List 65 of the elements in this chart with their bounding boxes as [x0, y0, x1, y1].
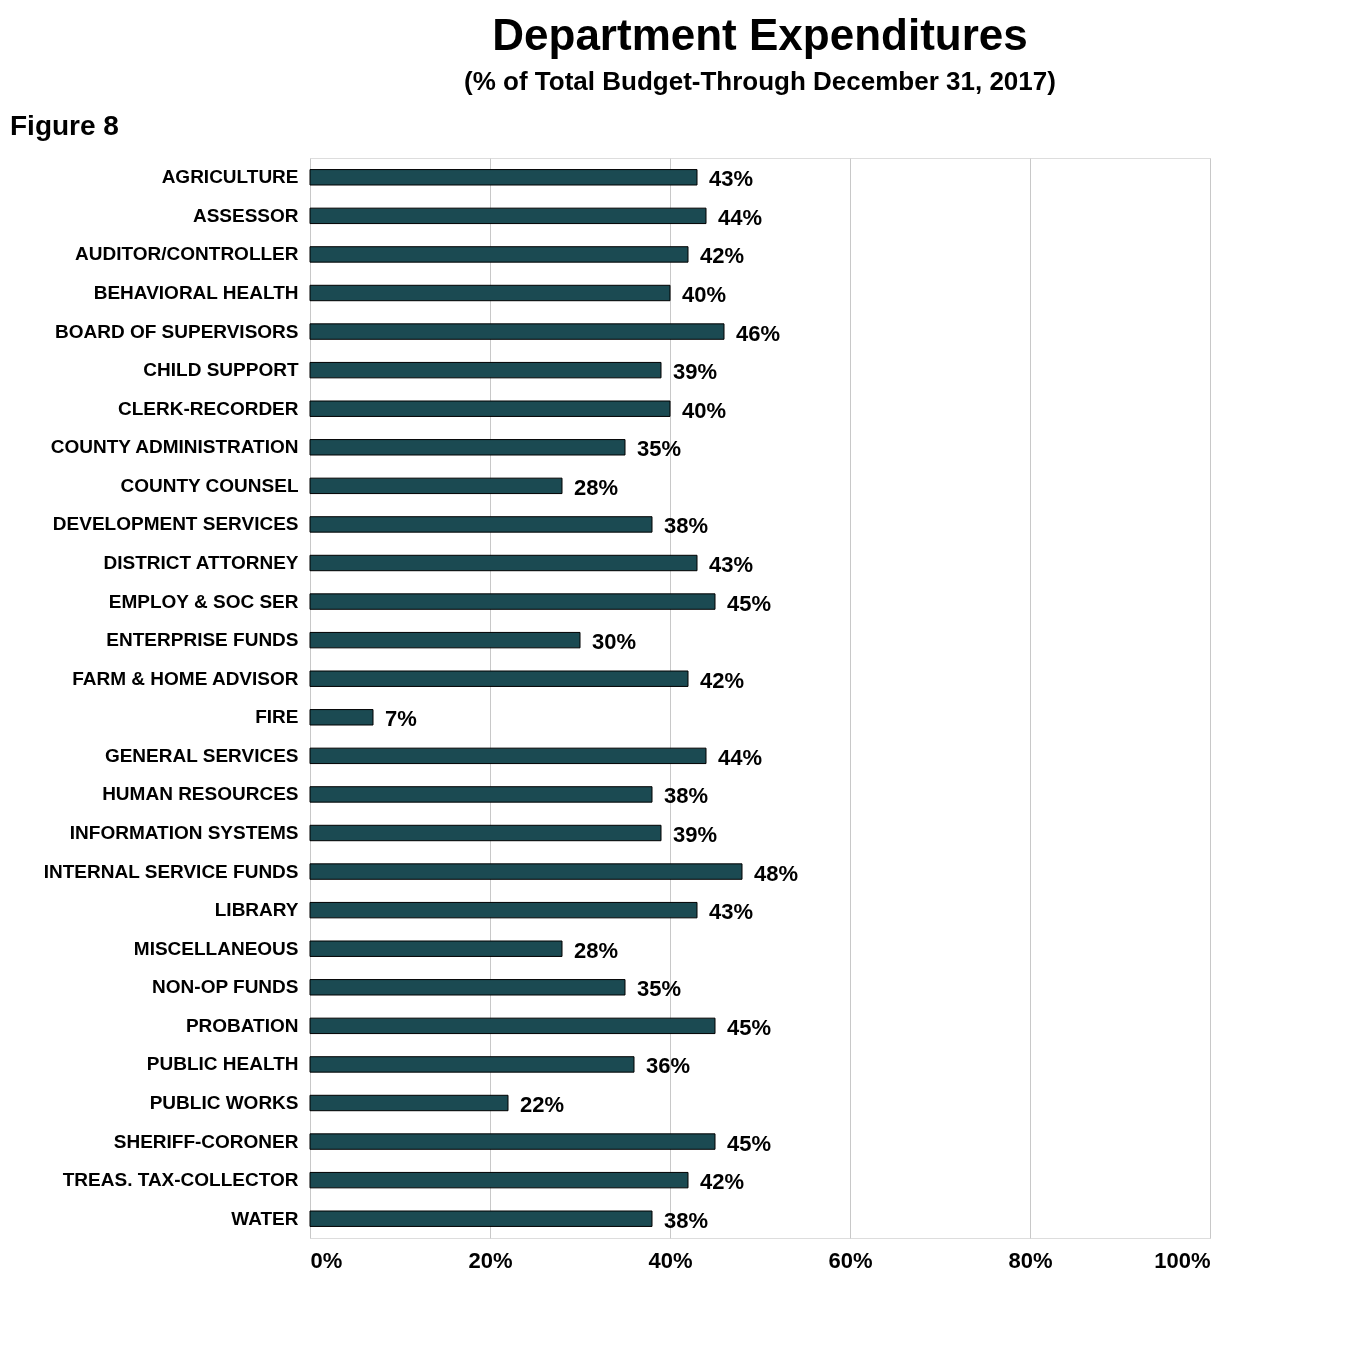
y-tick-label: COUNTY ADMINISTRATION: [50, 436, 299, 458]
data-label: 43%: [709, 899, 754, 925]
y-tick-label: FIRE: [255, 706, 299, 728]
y-tick-label: DISTRICT ATTORNEY: [103, 552, 299, 573]
y-tick-label: EMPLOY & SOC SER: [108, 590, 299, 612]
y-tick-label: CHILD SUPPORT: [143, 359, 299, 381]
caption: Figure 8: [10, 110, 119, 141]
x-tick-label: 20%: [468, 1247, 513, 1273]
y-tick-label: COUNTY COUNSEL: [120, 474, 299, 496]
x-tick-label: 0%: [310, 1247, 343, 1273]
data-label: 28%: [574, 937, 619, 963]
y-tick-label: GENERAL SERVICES: [104, 744, 299, 766]
y-tick-label: FARM & HOME ADVISOR: [72, 667, 299, 689]
x-tick-label: 40%: [648, 1247, 693, 1273]
data-label: 40%: [682, 282, 727, 307]
data-label: 36%: [646, 1053, 691, 1079]
data-label: 42%: [700, 667, 745, 693]
x-tick-label: 60%: [828, 1247, 873, 1273]
data-label: 46%: [736, 320, 781, 346]
y-tick-label: AUDITOR/CONTROLLER: [75, 243, 299, 265]
data-label: 38%: [664, 513, 709, 539]
data-label: 42%: [700, 1169, 745, 1195]
data-label: 39%: [673, 359, 718, 385]
data-label: 7%: [385, 706, 417, 732]
data-label: 48%: [754, 860, 799, 886]
chart-subtitle: (% of Total Budget-Through December 31, 2017): [464, 66, 1056, 96]
data-label: 35%: [637, 976, 682, 1002]
y-tick-label: PROBATION: [185, 1014, 299, 1036]
data-label: 22%: [520, 1092, 565, 1117]
data-label: 38%: [664, 783, 709, 809]
data-label: 44%: [718, 204, 763, 230]
x-tick-label: 80%: [1008, 1247, 1053, 1273]
x-tick-label: 100%: [1154, 1247, 1211, 1273]
y-tick-label: ENTERPRISE FUNDS: [106, 629, 299, 651]
y-tick-label: BEHAVIORAL HEALTH: [93, 282, 299, 303]
data-label: 43%: [709, 166, 754, 192]
data-label: 30%: [592, 629, 637, 655]
data-label: 45%: [727, 1130, 772, 1156]
y-tick-label: ASSESSOR: [192, 204, 299, 226]
data-label: 35%: [637, 436, 682, 462]
data-label: 28%: [574, 474, 619, 500]
data-label: 38%: [664, 1207, 709, 1233]
y-tick-label: TREAS. TAX-COLLECTOR: [62, 1169, 299, 1191]
y-tick-label: WATER: [231, 1207, 299, 1229]
data-label: 45%: [727, 590, 772, 616]
y-tick-label: INFORMATION SYSTEMS: [69, 822, 299, 843]
y-tick-label: MISCELLANEOUS: [133, 937, 299, 959]
y-tick-label: NON-OP FUNDS: [152, 976, 299, 998]
data-label: 40%: [682, 397, 727, 423]
y-tick-label: LIBRARY: [214, 899, 299, 921]
y-tick-label: INTERNAL SERVICE FUNDS: [43, 860, 299, 882]
y-tick-label: CLERK-RECORDER: [118, 397, 299, 419]
y-tick-label: BOARD OF SUPERVISORS: [54, 320, 299, 342]
y-tick-label: PUBLIC WORKS: [149, 1092, 299, 1113]
chart-title: Department Expenditures: [492, 10, 1028, 59]
data-label: 39%: [673, 822, 718, 847]
data-label: 42%: [700, 243, 745, 269]
y-tick-label: SHERIFF-CORONER: [113, 1130, 299, 1152]
data-label: 43%: [709, 552, 754, 577]
y-tick-label: HUMAN RESOURCES: [102, 783, 299, 805]
data-label: 44%: [718, 744, 763, 770]
y-tick-label: AGRICULTURE: [161, 166, 299, 188]
data-label: 45%: [727, 1014, 772, 1040]
y-tick-label: PUBLIC HEALTH: [146, 1053, 299, 1075]
y-tick-label: DEVELOPMENT SERVICES: [52, 513, 299, 535]
